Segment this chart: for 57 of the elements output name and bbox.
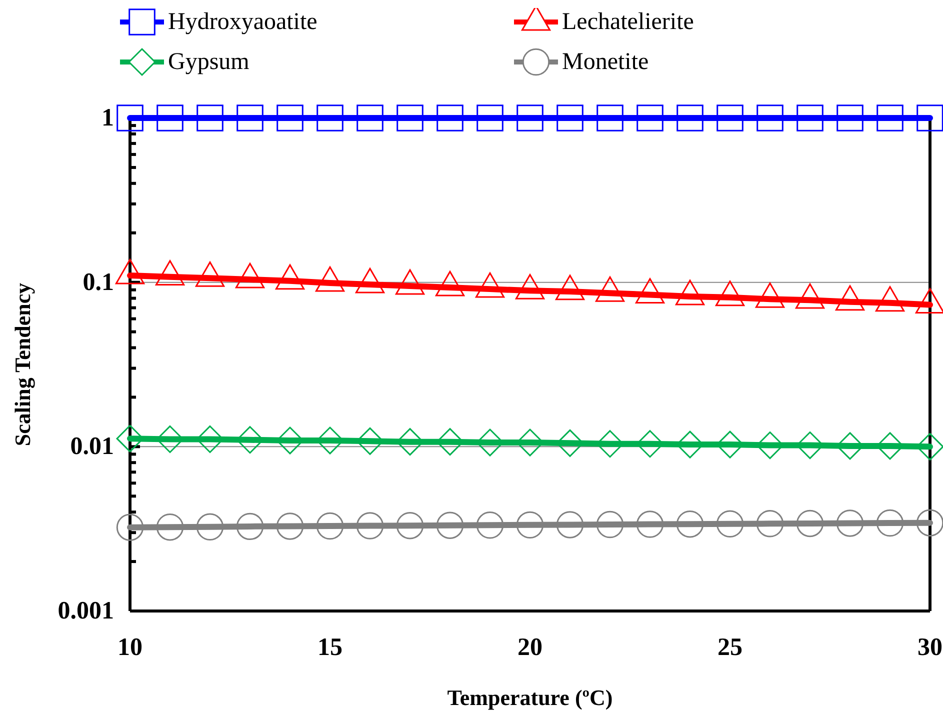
x-tick-label: 10	[118, 634, 142, 661]
point	[916, 509, 943, 536]
point	[836, 104, 864, 132]
point	[236, 512, 264, 540]
point	[396, 512, 424, 540]
point	[756, 510, 784, 538]
point	[116, 104, 144, 132]
point	[276, 512, 304, 540]
x-tick-label: 30	[918, 634, 942, 661]
point	[516, 511, 544, 539]
point	[596, 104, 624, 132]
point	[156, 104, 184, 132]
point	[556, 104, 584, 132]
point	[596, 510, 624, 538]
point	[436, 512, 464, 539]
legend-label: Monetite	[562, 49, 649, 75]
point	[476, 104, 504, 132]
y-tick-label: 0.1	[82, 268, 114, 296]
point	[316, 512, 344, 540]
point	[796, 104, 824, 132]
point	[236, 104, 264, 132]
y-tick-label: 0.01	[70, 433, 114, 460]
point	[876, 509, 904, 537]
point	[396, 104, 424, 132]
point	[716, 510, 744, 538]
point	[476, 512, 504, 539]
point	[316, 104, 344, 132]
point	[676, 510, 704, 538]
point	[796, 510, 824, 538]
point	[636, 510, 664, 538]
x-axis-title: Temperature (ºC)	[447, 685, 613, 710]
x-tick-label: 15	[318, 634, 342, 661]
point	[876, 104, 904, 132]
y-tick-label: 1	[102, 104, 114, 132]
point	[836, 510, 864, 537]
point	[676, 104, 704, 132]
y-tick-label: 0.001	[58, 598, 114, 624]
point	[276, 104, 304, 132]
point	[516, 104, 544, 132]
point	[716, 104, 744, 132]
point	[636, 104, 664, 132]
point	[356, 512, 384, 540]
x-tick-label: 25	[718, 634, 742, 661]
point	[116, 514, 144, 541]
point	[356, 104, 384, 132]
legend-label: Hydroxyaoatite	[168, 9, 318, 35]
x-tick-label: 20	[518, 634, 542, 661]
legend-label: Gypsum	[168, 49, 250, 75]
point	[436, 104, 464, 132]
y-axis-title: Scaling Tendency	[10, 282, 35, 446]
legend-label: Lechatelierite	[562, 9, 694, 35]
point	[196, 104, 224, 132]
point	[156, 514, 184, 541]
point	[556, 511, 584, 538]
point	[756, 104, 784, 132]
point	[196, 513, 224, 540]
point	[916, 104, 943, 132]
